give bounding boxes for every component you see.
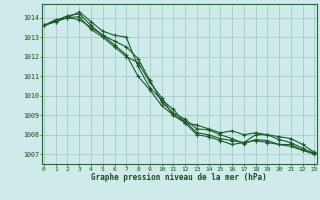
X-axis label: Graphe pression niveau de la mer (hPa): Graphe pression niveau de la mer (hPa) [91,173,267,182]
